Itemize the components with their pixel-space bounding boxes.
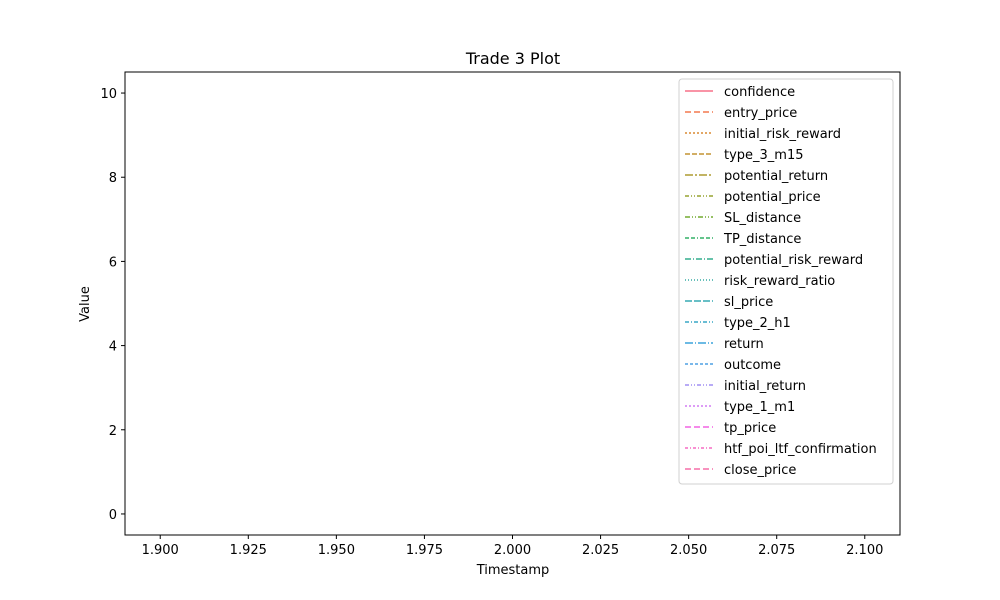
x-tick-label: 2.050 [670,543,707,558]
y-tick-label: 10 [100,87,117,102]
y-tick-label: 0 [109,508,117,523]
legend-label: confidence [724,85,795,100]
x-tick-label: 1.950 [318,543,355,558]
y-tick-label: 6 [109,255,117,270]
legend-label: TP_distance [723,232,801,247]
x-tick-label: 1.900 [142,543,179,558]
legend-frame [678,78,894,485]
legend: confidence entry_price initial_risk_reward… [678,78,894,485]
legend-label: type_3_m15 [724,148,804,163]
x-tick-label: 2.100 [846,543,883,558]
x-tick-label: 2.025 [582,543,619,558]
x-tick-label: 1.925 [230,543,267,558]
legend-label: potential_risk_reward [724,253,863,268]
legend-label: sl_price [724,295,773,310]
y-axis: 0 2 4 6 8 10 [100,87,125,523]
chart-title: Trade 3 Plot [465,49,560,68]
y-tick-label: 4 [109,340,117,355]
x-axis-label: Timestamp [476,563,550,578]
legend-label: risk_reward_ratio [724,274,835,289]
legend-label: outcome [724,358,781,373]
y-axis-label: Value [78,286,93,322]
legend-label: tp_price [724,421,776,436]
legend-label: initial_return [724,379,806,394]
x-tick-label: 2.075 [758,543,795,558]
x-tick-label: 2.000 [494,543,531,558]
y-tick-label: 8 [109,171,117,186]
y-tick-label: 2 [109,424,117,439]
legend-label: potential_price [724,190,821,205]
legend-label: initial_risk_reward [724,127,841,142]
legend-label: close_price [724,463,796,478]
legend-label: type_2_h1 [724,316,791,331]
legend-label: entry_price [724,106,797,121]
x-tick-label: 1.975 [406,543,443,558]
legend-label: return [724,337,764,352]
legend-label: type_1_m1 [724,400,795,415]
legend-label: SL_distance [724,211,801,226]
x-axis: 1.900 1.925 1.950 1.975 2.000 2.025 2.050 2.075… [142,535,883,558]
legend-label: potential_return [724,169,828,184]
legend-label: htf_poi_ltf_confirmation [724,442,877,457]
